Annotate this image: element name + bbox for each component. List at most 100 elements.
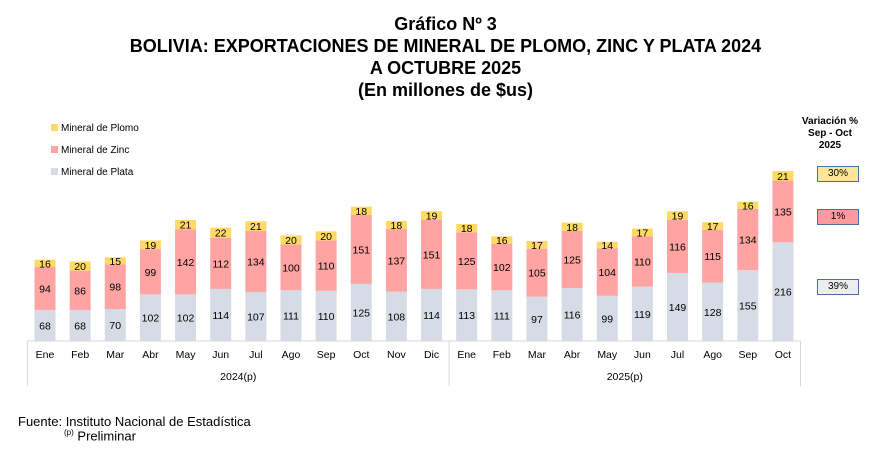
bar-zinc (350, 214, 372, 284)
bar-zinc (421, 219, 443, 289)
variation-header-line: Variación % (801, 116, 859, 127)
bar-zinc (104, 264, 126, 310)
bar-plata (702, 282, 724, 341)
data-label-zinc: 115 (704, 251, 721, 263)
data-label-plomo: 18 (391, 220, 403, 232)
bar-plata (631, 286, 653, 341)
data-label-plata: 114 (212, 310, 229, 322)
bar-zinc (315, 240, 337, 291)
data-label-plomo: 15 (109, 256, 121, 268)
chart-title-line4: (En millones de $us) (357, 80, 534, 100)
bar-zinc (667, 219, 689, 273)
chart-title-line2: BOLIVIA: EXPORTACIONES DE MINERAL DE PLO… (129, 36, 762, 56)
legend-swatch-plata (51, 168, 58, 175)
variation-plomo: 30% (817, 166, 859, 182)
preliminary-note: (p) Preliminar (64, 428, 136, 443)
data-label-plata: 110 (318, 311, 335, 323)
data-label-plomo: 17 (637, 227, 649, 239)
data-label-plata: 116 (564, 309, 581, 321)
bar-zinc (561, 230, 583, 288)
bar-plata (315, 290, 337, 341)
data-label-zinc: 110 (318, 261, 335, 273)
data-label-zinc: 112 (212, 258, 229, 270)
data-label-plata: 113 (458, 310, 475, 322)
bar-zinc (69, 270, 91, 310)
data-label-plomo: 21 (777, 171, 789, 183)
data-label-plomo: 16 (496, 235, 508, 247)
variation-plata: 39% (817, 279, 859, 295)
data-label-zinc: 105 (528, 268, 546, 280)
x-tick-label: Nov (387, 349, 406, 361)
data-label-zinc: 86 (74, 285, 86, 297)
bar-zinc (631, 236, 653, 287)
data-label-zinc: 151 (423, 249, 441, 261)
x-tick-label: Jun (634, 349, 651, 361)
legend-label-zinc: Mineral de Zinc (61, 145, 129, 156)
variation-header-line: 2025 (818, 140, 842, 151)
x-tick-label: Ene (36, 349, 55, 361)
bar-plomo (702, 222, 724, 230)
bar-zinc (139, 249, 161, 295)
bar-plomo (34, 259, 56, 267)
data-label-plata: 155 (739, 301, 757, 313)
data-label-plomo: 16 (742, 200, 754, 212)
bar-plata (491, 290, 513, 341)
x-tick-label: May (597, 349, 618, 361)
data-label-plata: 125 (352, 307, 370, 319)
bar-plata (210, 288, 232, 341)
data-label-zinc: 100 (282, 262, 300, 274)
bar-zinc (526, 248, 548, 297)
bar-plomo (350, 206, 372, 215)
bar-zinc (385, 229, 407, 292)
bar-zinc (245, 230, 267, 293)
data-label-plata: 114 (423, 310, 440, 322)
bar-zinc (280, 244, 302, 291)
bar-zinc (210, 237, 232, 289)
data-label-zinc: 104 (598, 267, 616, 279)
x-tick-label: May (176, 349, 197, 361)
bar-plata (772, 242, 794, 341)
data-label-zinc: 135 (774, 206, 792, 218)
bar-plata (561, 287, 583, 341)
bar-plomo (737, 201, 759, 209)
data-label-zinc: 102 (493, 262, 511, 274)
x-tick-label: Jul (249, 349, 262, 361)
bar-zinc (737, 208, 759, 271)
data-label-zinc: 98 (109, 282, 121, 294)
data-label-plomo: 18 (355, 206, 367, 218)
bar-plomo (104, 257, 126, 265)
data-label-plomo: 20 (74, 261, 86, 273)
group-label: 2025(p) (607, 371, 643, 383)
data-label-plomo: 21 (180, 220, 192, 232)
bar-plomo (561, 222, 583, 231)
data-label-plomo: 16 (39, 258, 51, 270)
data-label-plomo: 18 (461, 223, 473, 235)
data-label-zinc: 134 (247, 256, 265, 268)
bar-plomo (210, 227, 232, 238)
bar-zinc (702, 229, 724, 283)
data-label-zinc: 99 (145, 267, 157, 279)
preliminary-sup: (p) (64, 428, 74, 437)
data-label-plata: 149 (669, 302, 687, 314)
x-tick-label: Sep (317, 349, 336, 361)
data-label-plata: 119 (634, 309, 651, 321)
x-tick-label: Ago (282, 349, 301, 361)
chart-title-line1: Gráfico Nº 3 (394, 14, 497, 34)
data-label-plata: 111 (283, 311, 299, 323)
x-tick-label: Abr (142, 349, 159, 361)
bar-plomo (139, 240, 161, 250)
bar-plomo (315, 231, 337, 241)
data-label-plomo: 18 (566, 222, 578, 234)
bar-plomo (526, 240, 548, 249)
bar-zinc (772, 180, 794, 243)
data-label-plata: 102 (177, 313, 195, 325)
bar-zinc (34, 266, 56, 310)
bar-plata (667, 272, 689, 341)
bar-plata (34, 309, 56, 341)
bar-plata (350, 283, 372, 341)
bar-plata (421, 288, 443, 341)
bar-plomo (631, 228, 653, 237)
variation-header: Variación % Sep - Oct 2025 (800, 116, 860, 152)
bar-zinc (175, 229, 197, 295)
